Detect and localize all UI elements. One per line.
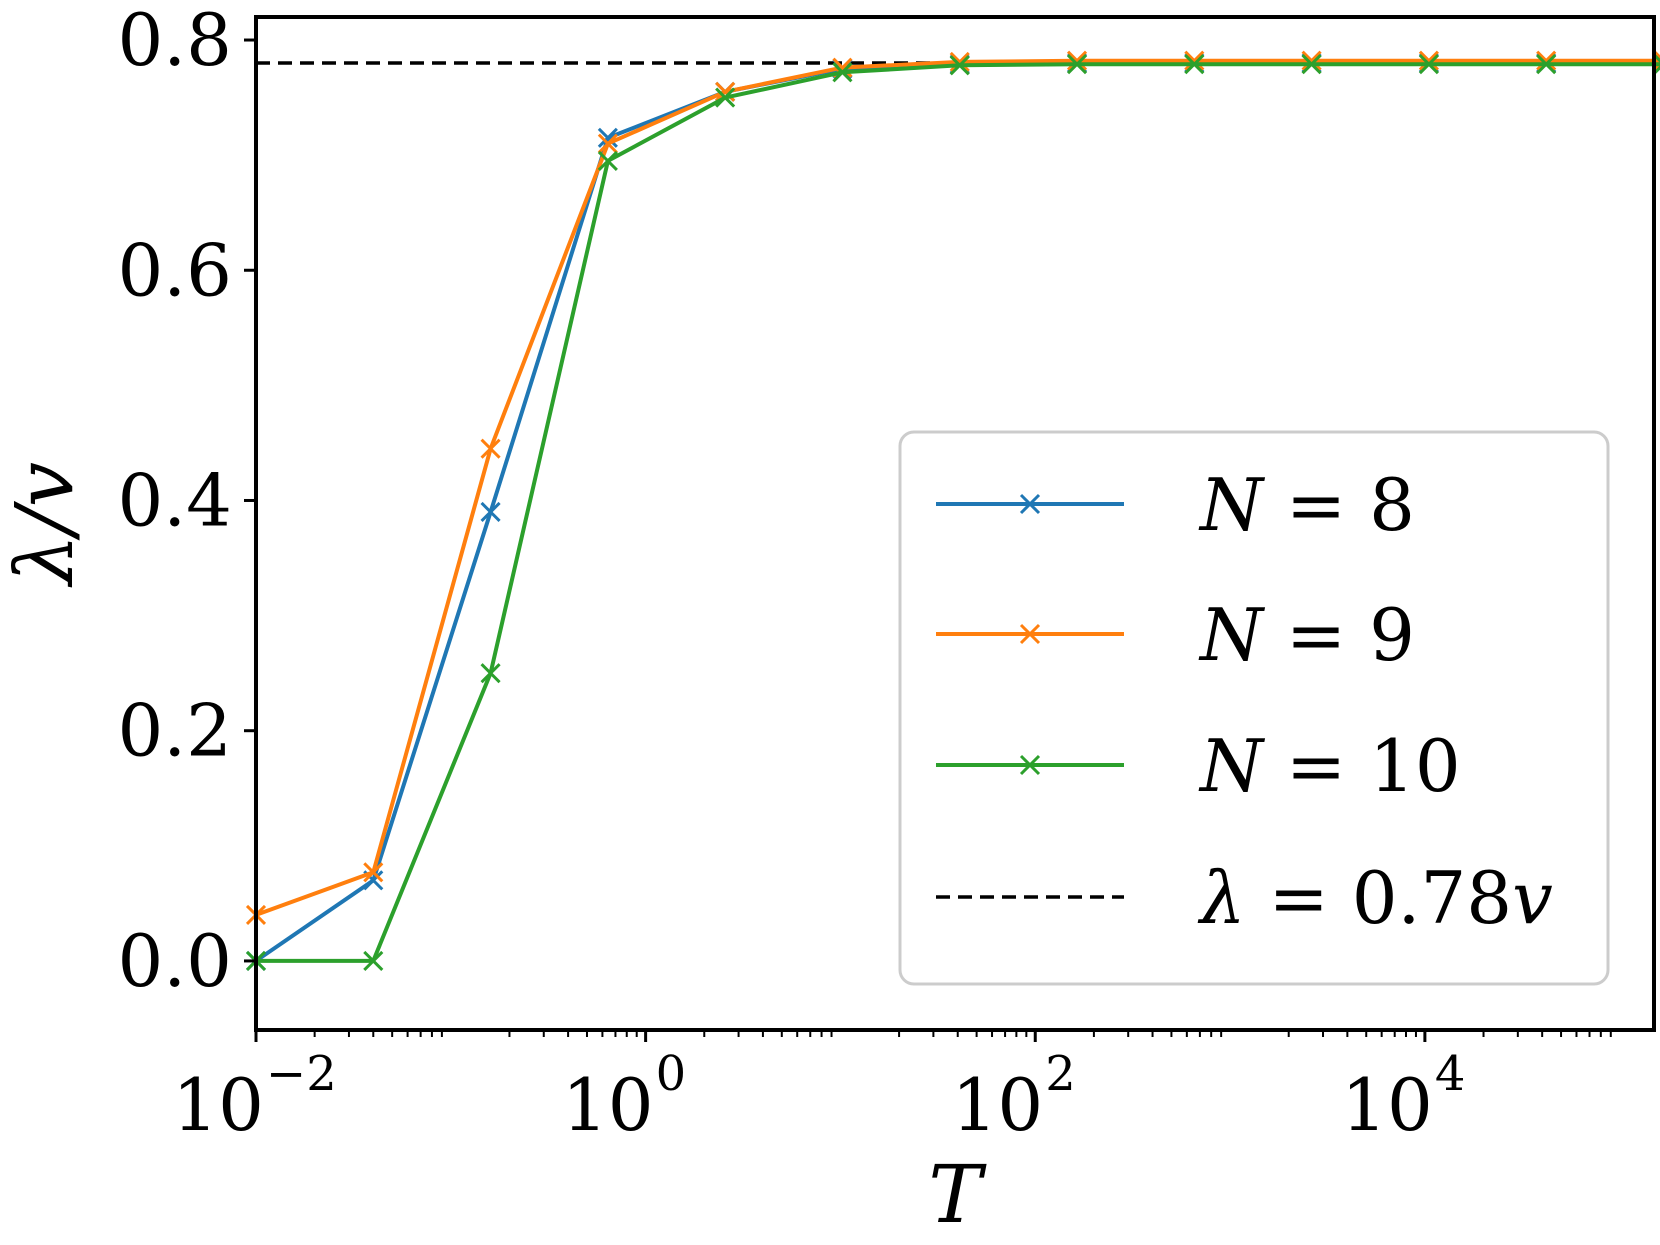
x-tick-exponent: −2	[266, 1046, 337, 1102]
plot-data-layer	[245, 50, 1660, 971]
legend-label-rest: = 9	[1263, 593, 1415, 677]
legend-item-reference: λ = 0.78v	[936, 856, 1553, 940]
y-tick-label: 0.4	[117, 458, 232, 542]
data-point	[597, 133, 618, 154]
data-point	[480, 501, 501, 523]
data-point	[597, 150, 618, 171]
legend-marker	[1019, 623, 1041, 645]
legend-label-rest: = 0.78	[1246, 856, 1512, 940]
legend-label: λ = 0.78v	[1197, 856, 1553, 940]
data-point	[832, 62, 853, 83]
data-point	[1066, 54, 1088, 75]
data-point	[1536, 50, 1557, 71]
data-point	[597, 127, 618, 148]
legend-marker	[1019, 493, 1041, 515]
data-point	[1418, 54, 1439, 75]
x-tick-base: 10	[1341, 1063, 1433, 1147]
series-3	[245, 54, 1660, 971]
x-axis: 10 −2 10 0 10 2 10 4	[172, 1030, 1612, 1147]
legend-label-var2: v	[1512, 856, 1553, 940]
legend-label-rest: = 8	[1263, 463, 1415, 547]
x-tick-label: 10 2	[952, 1046, 1076, 1147]
x-tick-exponent: 2	[1045, 1046, 1076, 1102]
data-point	[1653, 54, 1660, 75]
data-point	[1066, 50, 1088, 71]
data-point	[1653, 50, 1660, 71]
data-point	[363, 950, 384, 971]
legend-item: N = 10	[936, 724, 1461, 808]
y-axis: 0.0 0.2 0.4 0.6 0.8	[117, 0, 256, 1003]
data-point	[480, 438, 501, 459]
data-point	[1301, 54, 1322, 75]
x-tick-label: 10 4	[1341, 1046, 1465, 1147]
x-tick-base: 10	[562, 1063, 654, 1147]
x-tick-label: 10 −2	[172, 1046, 336, 1147]
x-tick-exponent: 4	[1435, 1046, 1466, 1102]
x-axis-label: T	[928, 1148, 987, 1241]
x-tick-base: 10	[952, 1063, 1044, 1147]
legend-label-var: N	[1198, 724, 1266, 808]
y-axis-label: λ/v	[0, 462, 91, 588]
x-tick-exponent: 0	[656, 1046, 687, 1102]
data-point	[949, 55, 970, 76]
legend-item: N = 8	[936, 463, 1415, 547]
plot-frame	[254, 15, 1656, 1032]
data-point	[949, 51, 970, 72]
data-point	[715, 87, 736, 108]
data-point	[1536, 54, 1557, 75]
legend-label-var: λ	[1197, 856, 1246, 940]
data-point	[1184, 54, 1205, 75]
legend: N = 8N = 9N = 10λ = 0.78v	[898, 430, 1610, 986]
legend-label: N = 10	[1198, 724, 1461, 808]
legend-label: N = 9	[1198, 593, 1415, 677]
legend-label-var: N	[1198, 593, 1266, 677]
data-point	[1418, 50, 1439, 71]
y-tick-label: 0.2	[117, 689, 232, 773]
x-tick-base: 10	[172, 1063, 264, 1147]
data-point	[363, 862, 384, 883]
legend-label-rest: = 10	[1263, 724, 1461, 808]
legend-label-var: N	[1198, 463, 1266, 547]
data-point	[480, 663, 501, 684]
y-tick-label: 0.6	[117, 228, 232, 312]
data-point	[1301, 50, 1322, 71]
legend-marker	[1019, 754, 1041, 776]
data-point	[1184, 50, 1205, 71]
legend-item: N = 9	[936, 593, 1415, 677]
legend-label: N = 8	[1198, 463, 1415, 547]
y-tick-label: 0.8	[117, 0, 232, 82]
legend-box	[898, 430, 1610, 986]
y-tick-label: 0.0	[117, 919, 232, 1003]
x-tick-label: 10 0	[562, 1046, 686, 1147]
